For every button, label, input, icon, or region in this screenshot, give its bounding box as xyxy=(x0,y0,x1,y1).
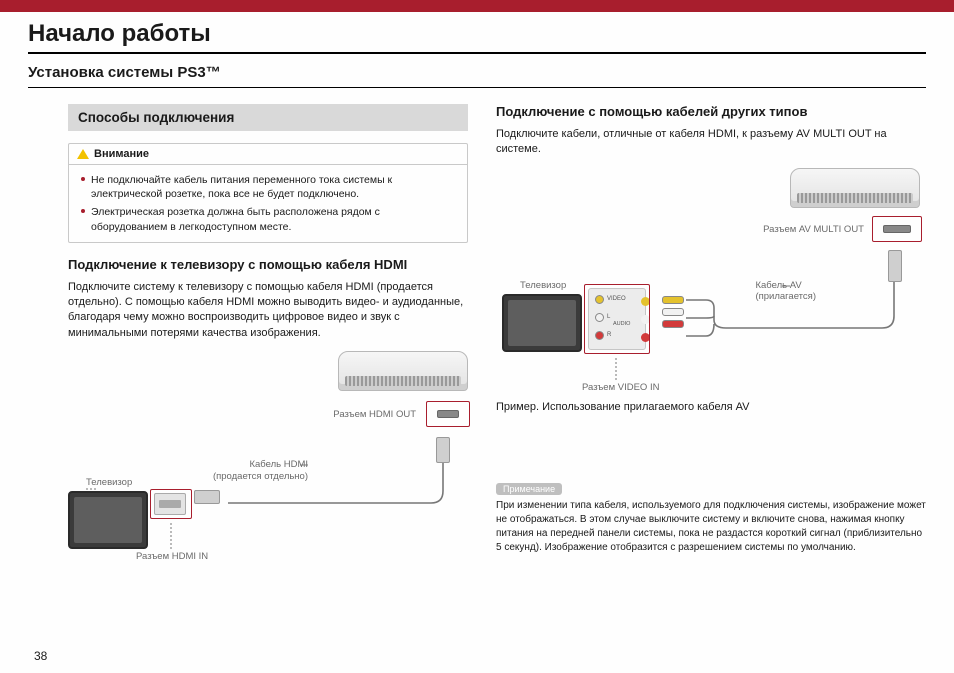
hdmi-heading: Подключение к телевизору с помощью кабел… xyxy=(68,257,468,274)
warning-triangle-icon xyxy=(77,149,89,159)
video-in-label: Разъем VIDEO IN xyxy=(582,382,659,393)
other-cables-heading: Подключение с помощью кабелей других тип… xyxy=(496,104,926,121)
section-title-connection-methods: Способы подключения xyxy=(68,104,468,131)
other-cables-body: Подключите кабели, отличные от кабеля HD… xyxy=(496,127,926,158)
page-title-wrap: Начало работы xyxy=(28,20,926,54)
av-diagram: Разъем AV MULTI OUT Кабель AV (прилагает… xyxy=(496,168,926,398)
warning-item: Не подключайте кабель питания переменног… xyxy=(73,171,463,203)
warning-box: Внимание Не подключайте кабель питания п… xyxy=(68,143,468,243)
hdmi-body: Подключите систему к телевизору с помощь… xyxy=(68,280,468,342)
page-subtitle: Установка системы PS3™ xyxy=(28,64,926,81)
note-pill: Примечание xyxy=(496,483,562,495)
av-diagram-caption: Пример. Использование прилагаемого кабел… xyxy=(496,400,926,415)
note-block: Примечание При изменении типа кабеля, ис… xyxy=(496,479,926,555)
page-number: 38 xyxy=(34,649,47,663)
hdmi-in-leader xyxy=(68,351,468,561)
warning-label: Внимание xyxy=(94,148,149,160)
page-subtitle-wrap: Установка системы PS3™ xyxy=(28,64,926,88)
right-column: Подключение с помощью кабелей других тип… xyxy=(496,104,926,561)
note-text: При изменении типа кабеля, используемого… xyxy=(496,499,926,555)
warning-body: Не подключайте кабель питания переменног… xyxy=(69,165,467,242)
warning-header: Внимание xyxy=(69,144,467,165)
video-in-leader xyxy=(496,168,926,398)
page-title: Начало работы xyxy=(28,20,926,48)
warning-item: Электрическая розетка должна быть распол… xyxy=(73,203,463,235)
hdmi-diagram: Разъем HDMI OUT Кабель HDMI (продается о… xyxy=(68,351,468,561)
page-content: Начало работы Установка системы PS3™ Спо… xyxy=(0,12,954,561)
left-column: Способы подключения Внимание Не подключа… xyxy=(68,104,468,561)
top-accent-bar xyxy=(0,0,954,12)
